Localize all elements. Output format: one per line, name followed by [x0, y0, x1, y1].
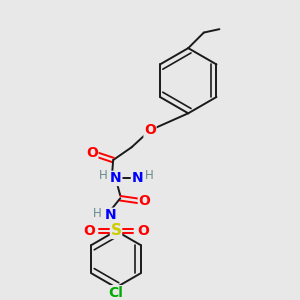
Text: O: O — [144, 123, 156, 137]
Text: O: O — [86, 146, 98, 160]
Text: H: H — [145, 169, 154, 182]
Text: O: O — [138, 194, 150, 208]
Text: H: H — [93, 207, 102, 220]
Text: O: O — [83, 224, 95, 238]
Text: H: H — [99, 169, 108, 182]
Text: N: N — [131, 171, 143, 185]
Text: Cl: Cl — [109, 286, 123, 300]
Text: S: S — [110, 224, 122, 238]
Text: N: N — [110, 171, 122, 185]
Text: N: N — [104, 208, 116, 222]
Text: O: O — [137, 224, 149, 238]
